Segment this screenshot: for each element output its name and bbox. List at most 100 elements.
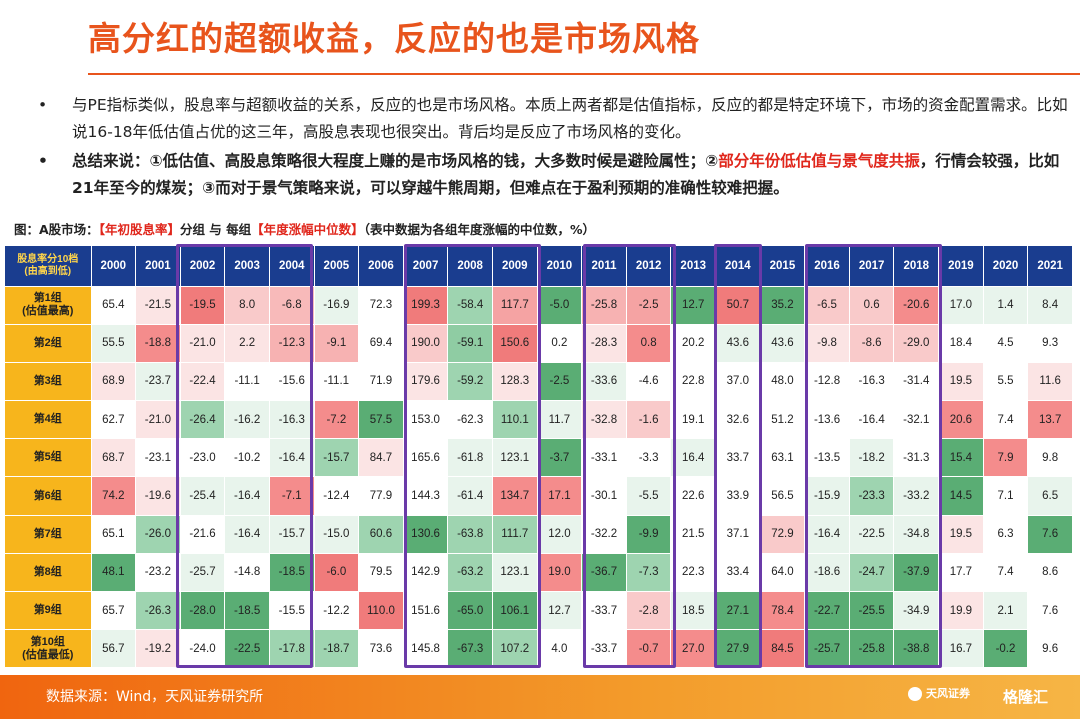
table-cell: -2.8	[626, 591, 672, 631]
year-header: 2009	[492, 246, 538, 287]
caption-red-2: 【年度涨幅中位数】	[251, 222, 364, 237]
table-cell: 6.5	[1027, 476, 1073, 516]
table-cell: -16.4	[804, 515, 850, 554]
group-label-name: 第5组	[33, 451, 62, 464]
table-cell: 84.5	[760, 629, 806, 669]
table-cell: -25.4	[180, 476, 226, 516]
table-cell: -23.3	[849, 476, 895, 516]
table-cell: -37.9	[893, 553, 940, 593]
table-cell: -2.5	[537, 362, 583, 402]
table-cell: -18.8	[135, 324, 181, 363]
year-header: 2010	[537, 246, 583, 287]
group-label: 第4组	[5, 400, 92, 440]
bullet-highlight: 部分年份低估值与景气度共振	[718, 152, 920, 170]
table-cell: 43.6	[715, 324, 761, 363]
logo-mark-icon	[908, 687, 922, 701]
table-cell: -23.0	[180, 438, 226, 478]
table-cell: 43.6	[760, 324, 806, 363]
table-cell: 78.4	[760, 591, 806, 631]
group-label-note: (估值最高)	[22, 305, 74, 318]
table-cell: -7.1	[269, 476, 315, 516]
table-cell: -32.2	[581, 515, 627, 554]
table-cell: 18.5	[670, 591, 717, 631]
table-cell: 22.6	[670, 476, 717, 516]
table-cell: -36.7	[581, 553, 627, 593]
table-cell: -13.5	[804, 438, 850, 478]
table-cell: -34.9	[893, 591, 940, 631]
table-cell: -23.7	[135, 362, 181, 402]
bullet-dot: •	[38, 152, 48, 170]
table-cell: 145.8	[403, 629, 449, 669]
table-cell: -28.3	[581, 324, 627, 363]
table-cell: 74.2	[91, 476, 137, 516]
table-cell: -21.6	[180, 515, 226, 554]
table-row: 第4组 62.7 -21.0 -26.4 -16.2 -16.3 -7.2 57.5 153.0…	[5, 400, 1073, 440]
table-cell: 19.5	[938, 362, 984, 402]
table-cell: 6.3	[983, 515, 1029, 554]
year-header: 2004	[269, 246, 315, 287]
table-cell: 17.0	[938, 286, 984, 325]
table-cell: 9.8	[1027, 438, 1073, 478]
table-cell: -18.2	[849, 438, 895, 478]
table-cell: -11.1	[314, 362, 360, 402]
table-cell: 144.3	[403, 476, 449, 516]
table-cell: -3.7	[537, 438, 583, 478]
table-cell: -21.0	[180, 324, 226, 363]
year-header: 2011	[581, 246, 627, 287]
table-cell: 84.7	[358, 438, 404, 478]
figure-caption: 图：A股市场：【年初股息率】分组 与 每组【年度涨幅中位数】（表中数据为各组年度…	[14, 219, 595, 238]
table-cell: 72.3	[358, 286, 404, 325]
table-cell: 71.9	[358, 362, 404, 402]
table-cell: 27.9	[715, 629, 761, 669]
table-cell: -24.7	[849, 553, 895, 593]
table-cell: -8.6	[849, 324, 895, 363]
table-cell: 7.6	[1027, 515, 1073, 554]
table-cell: 11.7	[537, 400, 583, 440]
table-cell: -11.1	[224, 362, 270, 402]
table-cell: -33.1	[581, 438, 627, 478]
table-cell: -12.2	[314, 591, 360, 631]
table-cell: 50.7	[715, 286, 761, 325]
table-cell: 106.1	[492, 591, 538, 631]
table-cell: 128.3	[492, 362, 538, 402]
table-row: 第1组 (估值最高) 65.4 -21.5 -19.5 8.0 -6.8 -16.9 72.3 1…	[5, 286, 1073, 325]
table-cell: -19.5	[180, 286, 226, 325]
year-header: 2015	[760, 246, 806, 287]
table-cell: 35.2	[760, 286, 806, 325]
table-cell: -32.8	[581, 400, 627, 440]
table-cell: -22.4	[180, 362, 226, 402]
table-cell: 8.0	[224, 286, 270, 325]
footer-bar: 数据来源：Wind，天风证券研究所 天风证券 格隆汇	[0, 675, 1080, 719]
table-cell: 17.7	[938, 553, 984, 593]
table-cell: 77.9	[358, 476, 404, 516]
table-cell: 9.6	[1027, 629, 1073, 669]
table-cell: 18.4	[938, 324, 984, 363]
table-cell: -25.8	[581, 286, 627, 325]
table-cell: 37.1	[715, 515, 761, 554]
year-header: 2020	[983, 246, 1029, 287]
table-cell: 123.1	[492, 438, 538, 478]
table-cell: 4.0	[537, 629, 583, 669]
table-cell: 33.4	[715, 553, 761, 593]
group-label: 第7组	[5, 515, 92, 554]
corner-line-1: 股息率分10档	[17, 253, 79, 265]
table-cell: 16.7	[938, 629, 984, 669]
table-cell: 4.5	[983, 324, 1029, 363]
year-header: 2002	[180, 246, 226, 287]
table-cell: -0.2	[983, 629, 1029, 669]
year-header: 2016	[804, 246, 850, 287]
caption-post: （表中数据为各组年度涨幅的中位数，%）	[363, 222, 595, 237]
table-cell: -12.3	[269, 324, 315, 363]
table-cell: 12.0	[537, 515, 583, 554]
bullet-item-2: • 总结来说：①低估值、高股息策略很大程度上赚的是市场风格的钱，大多数时候是避险…	[38, 148, 1068, 202]
table-cell: -19.6	[135, 476, 181, 516]
table-cell: -25.7	[180, 553, 226, 593]
table-cell: 110.0	[358, 591, 404, 631]
table-cell: -33.2	[893, 476, 940, 516]
table-cell: -26.4	[180, 400, 226, 440]
table-cell: 2.2	[224, 324, 270, 363]
bullet-item-1: • 与PE指标类似，股息率与超额收益的关系，反应的也是市场风格。本质上两者都是估…	[38, 92, 1068, 146]
table-cell: 27.0	[670, 629, 717, 669]
table-cell: 65.7	[91, 591, 137, 631]
table-cell: 7.4	[983, 400, 1029, 440]
